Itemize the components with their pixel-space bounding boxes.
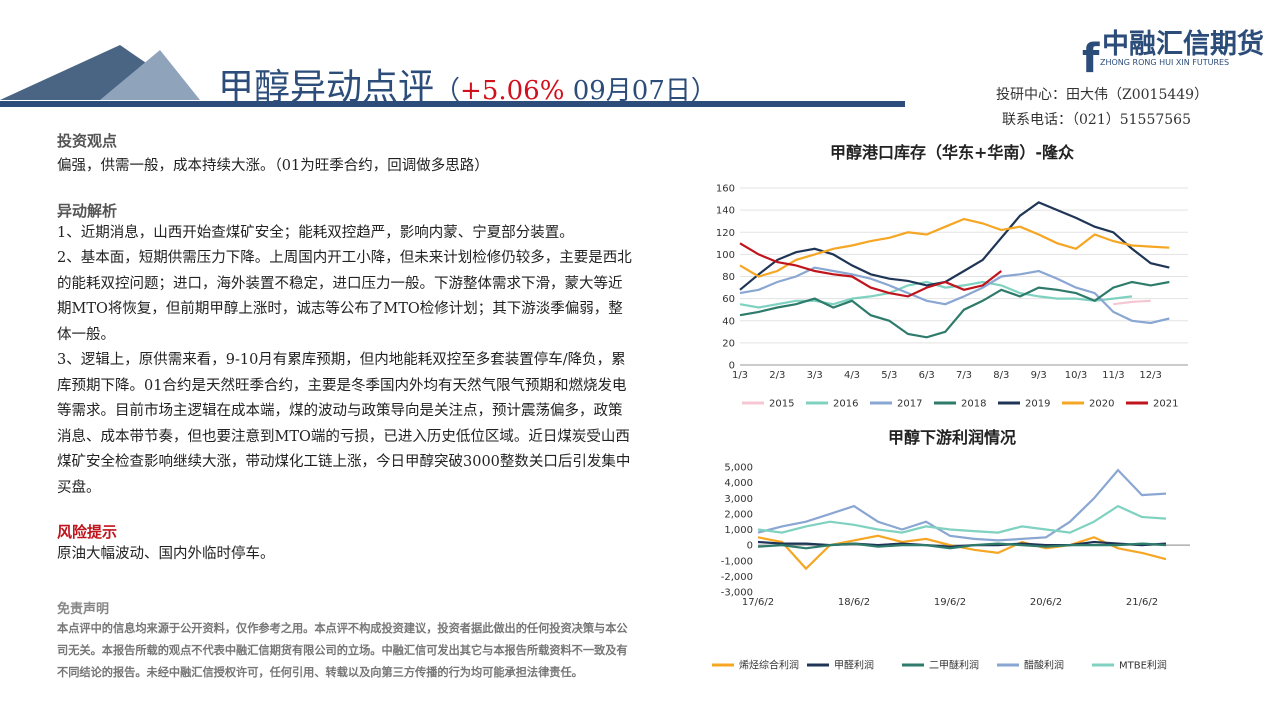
series-line xyxy=(757,468,1167,542)
x-tick-label: 7/3 xyxy=(956,370,972,381)
x-tick-label: 20/6/2 xyxy=(1030,597,1062,608)
y-tick-label: 5,000 xyxy=(724,463,753,474)
x-tick-label: 4/3 xyxy=(844,370,860,381)
x-tick-label: 10/3 xyxy=(1065,370,1087,381)
section-heading: 异动解析 xyxy=(57,201,118,220)
y-tick-label: 100 xyxy=(716,250,735,261)
y-tick-label: 0 xyxy=(729,361,735,372)
paragraph: 2、基本面，短期供需压力下降。上周国内开工小降，但未来计划检修仍较多，主要是西北… xyxy=(57,250,632,343)
y-tick-label: 4,000 xyxy=(724,478,753,489)
series-line xyxy=(739,242,1002,298)
paragraph: 3、逻辑上，原供需来看，9-10月有累库预期，但内地能耗双控至多套装置停车/降负… xyxy=(57,352,631,496)
phone: 联系电话：（021）51557565 xyxy=(1002,112,1191,128)
decor xyxy=(100,50,200,100)
y-tick-label: -2,000 xyxy=(721,572,753,583)
disclaimer-heading: 免责声明 xyxy=(57,602,110,617)
legend-label: 2019 xyxy=(1025,399,1050,410)
bracket: （ xyxy=(434,76,461,106)
x-tick-label: 21/6/2 xyxy=(1126,597,1158,608)
y-tick-label: 3,000 xyxy=(724,494,753,505)
y-tick-label: 1,000 xyxy=(724,525,753,536)
series-line xyxy=(739,217,1170,278)
bracket: ） xyxy=(690,76,717,106)
chart-title: 甲醇下游利润情况 xyxy=(888,428,1016,447)
y-tick-label: 80 xyxy=(722,272,735,283)
series-line xyxy=(757,504,1167,534)
y-tick-label: 60 xyxy=(722,294,735,305)
series-line xyxy=(739,201,1170,291)
legend-label: 2016 xyxy=(833,399,858,410)
legend-label: 甲醛利润 xyxy=(834,659,874,672)
x-tick-label: 2/3 xyxy=(769,370,785,381)
series-line xyxy=(1113,299,1151,306)
legend-label: 2020 xyxy=(1089,399,1114,410)
y-tick-label: 140 xyxy=(716,206,735,217)
x-tick-label: 17/6/2 xyxy=(742,597,774,608)
legend-label: 二甲醚利润 xyxy=(929,659,979,672)
x-tick-label: 12/3 xyxy=(1139,370,1161,381)
legend-label: 烯烃综合利润 xyxy=(739,659,799,672)
logo-en: ZHONG RONG HUI XIN FUTURES xyxy=(1100,58,1230,67)
logo-mark: f xyxy=(1082,36,1100,82)
y-tick-label: 160 xyxy=(716,184,735,195)
y-tick-label: 120 xyxy=(716,228,735,239)
title: 甲醇异动点评（+5.06% 09月07日） xyxy=(218,58,717,110)
section-heading: 投资观点 xyxy=(57,132,118,150)
title-text: 甲醇异动点评 xyxy=(218,67,435,108)
legend-label: 2017 xyxy=(897,399,922,410)
legend-label: 2021 xyxy=(1153,399,1178,410)
y-tick-label: 0 xyxy=(747,541,753,552)
logo-name: 中融汇信期货 xyxy=(1102,29,1264,60)
date: 09月07日 xyxy=(572,76,691,106)
y-tick-label: -3,000 xyxy=(721,588,753,599)
paragraph: 原油大幅波动、国内外临时停车。 xyxy=(57,546,275,562)
change: +5.06% xyxy=(460,76,565,106)
legend-label: 2015 xyxy=(769,399,794,410)
x-tick-label: 19/6/2 xyxy=(934,597,966,608)
y-tick-label: 20 xyxy=(722,338,735,349)
x-tick-label: 8/3 xyxy=(993,370,1009,381)
series-line xyxy=(757,542,1167,550)
x-tick-label: 18/6/2 xyxy=(838,597,870,608)
series-line xyxy=(757,534,1167,571)
header-rule xyxy=(0,101,905,107)
legend-label: MTBE利润 xyxy=(1119,659,1167,672)
x-tick-label: 6/3 xyxy=(919,370,935,381)
x-tick-label: 3/3 xyxy=(807,370,823,381)
section-heading: 风险提示 xyxy=(57,523,118,541)
analyst: 投研中心：田大伟（Z0015449） xyxy=(996,87,1209,103)
chart-title: 甲醇港口库存（华东+华南）-隆众 xyxy=(830,143,1075,162)
legend-label: 2018 xyxy=(961,399,986,410)
x-tick-label: 5/3 xyxy=(881,370,897,381)
disclaimer-text: 本点评中的信息均来源于公开资料，仅作参考之用。本点评不构成投资建议，投资者据此做… xyxy=(57,621,628,679)
series-line xyxy=(739,280,1170,339)
y-tick-label: 2,000 xyxy=(724,509,753,520)
y-tick-label: 40 xyxy=(722,316,735,327)
y-tick-label: -1,000 xyxy=(721,556,753,567)
disclaimer: 免责声明 本点评中的信息均来源于公开资料，仅作参考之用。本点评不构成投资建议，投… xyxy=(57,598,637,683)
legend-label: 醋酸利润 xyxy=(1024,659,1064,672)
body: 投资观点偏强，供需一般，成本持续大涨。（01为旺季合约，回调做多思路） 异动解析 1… xyxy=(57,130,632,568)
x-tick-label: 11/3 xyxy=(1102,370,1124,381)
x-tick-label: 9/3 xyxy=(1031,370,1047,381)
paragraph: 偏强，供需一般，成本持续大涨。（01为旺季合约，回调做多思路） xyxy=(57,158,489,174)
x-tick-label: 1/3 xyxy=(732,370,748,381)
paragraph: 1、近期消息，山西开始查煤矿安全；能耗双控趋严，影响内蒙、宁夏部分装置。 xyxy=(57,224,574,241)
